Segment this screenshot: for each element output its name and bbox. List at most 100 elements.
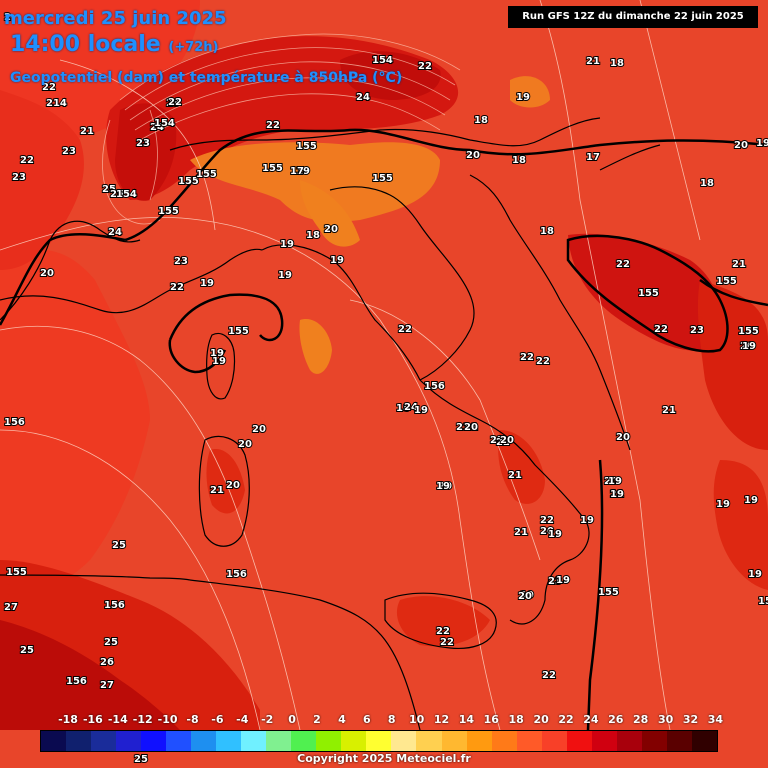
temperature-label: 20 [604,476,618,487]
geopotential-label: 155 [6,567,27,578]
legend-tick-label: -4 [236,713,249,726]
legend-swatch [166,731,192,751]
temperature-label: 18 [610,58,624,69]
temperature-label: 20 [464,422,478,433]
temperature-label: 20 [500,435,514,446]
temperature-label: 21 [456,422,470,433]
legend-tick-label: 0 [288,713,296,726]
temperature-label: 22 [398,324,412,335]
temperature-label: 25 [104,637,118,648]
temperature-label: 24 [108,227,122,238]
temperature-label: 23 [690,325,704,336]
temperature-label: 25 [20,645,34,656]
legend-tick-label: 24 [583,713,599,726]
temperature-label: 20 [540,526,554,537]
temperature-label: 20 [324,224,338,235]
legend-swatch [216,731,242,751]
legend-swatch [241,731,267,751]
legend-swatch [616,731,642,751]
legend-tick-label: -10 [157,713,178,726]
color-legend [40,730,718,752]
geopotential-label: 156 [104,600,125,611]
temperature-label: 22 [616,259,630,270]
temperature-label: 20 [438,481,452,492]
temperature-label: 18 [700,178,714,189]
temperature-label: 19 [436,481,450,492]
temperature-label: 22 [536,356,550,367]
legend-tick-label: 28 [633,713,649,726]
temperature-label: 19 [210,348,224,359]
temperature-label: 21 [464,422,478,433]
legend-tick-label: 6 [362,713,371,726]
legend-tick-label: 30 [657,713,674,726]
geopotential-label: 156 [424,381,445,392]
temperature-label: 18 [474,115,488,126]
temperature-label: 27 [100,680,114,691]
geopotential-label: 154 [154,118,175,129]
temperature-label: 17 [290,166,304,177]
temperature-label: 20 [466,150,480,161]
legend-swatch [391,731,417,751]
legend-swatch [516,731,542,751]
temperature-label: 19 [548,529,562,540]
legend-swatch [41,731,67,751]
temperature-label: 19 [744,495,758,506]
legend-swatch [666,731,692,751]
temperature-label: 22 [654,324,668,335]
geopotential-label: 156 [4,417,25,428]
legend-swatch [66,731,92,751]
time-label: 14:00 locale [10,32,161,57]
temperature-label: 20 [616,432,630,443]
temperature-label: 22 [496,437,510,448]
temperature-label: 22 [490,435,504,446]
legend-tick-label: 14 [458,713,475,726]
geopotential-label: 154 [758,596,768,607]
legend-tick-label: 4 [338,713,346,726]
legend-swatch [416,731,442,751]
legend-tick-label: 32 [682,713,699,726]
temperature-label: 19 [748,569,762,580]
geopotential-label: 155 [262,163,283,174]
legend-tick-label: 2 [313,713,321,726]
temperature-label: 21 [732,259,746,270]
temperature-label: 19 [278,270,292,281]
temperature-label: 22 [266,120,280,131]
legend-swatch [591,731,617,751]
legend-tick-label: -8 [186,713,199,726]
legend-tick-label: 10 [408,713,425,726]
temperature-label: 22 [42,82,56,93]
legend-swatch [91,731,117,751]
temperature-label: 20 [740,341,754,352]
temperature-label: 22 [540,515,554,526]
geopotential-label: 155 [178,176,199,187]
geopotential-label: 156 [226,569,247,580]
temperature-label: 19 [608,476,622,487]
legend-tick-label: 16 [483,713,499,726]
temperature-label: 19 [280,239,294,250]
legend-swatch [116,731,142,751]
temperature-label: 21 [210,485,224,496]
temperature-label: 17 [586,152,600,163]
legend-swatch [316,731,342,751]
temperature-label: 21 [662,405,676,416]
temperature-label: 18 [512,155,526,166]
legend-tick-label: -2 [261,713,274,726]
legend-swatch [541,731,567,751]
legend-swatch [191,731,217,751]
temperature-label: 19 [330,255,344,266]
temperature-label: 19 [520,590,534,601]
time-offset: (+72h) [168,40,219,55]
temperature-label: 23 [174,256,188,267]
temperature-label: 24 [356,92,370,103]
temperature-label: 20 [734,140,748,151]
temperature-label: 22 [520,352,534,363]
temperature-label: 25 [110,189,124,200]
legend-swatch [566,731,592,751]
date-title: mercredi 25 juin 2025 [4,8,227,29]
temperature-label: 21 [610,489,624,500]
legend-swatch [341,731,367,751]
legend-tick-label: 18 [508,713,524,726]
legend-tick-label: 20 [533,713,549,726]
temperature-label: 22 [170,282,184,293]
